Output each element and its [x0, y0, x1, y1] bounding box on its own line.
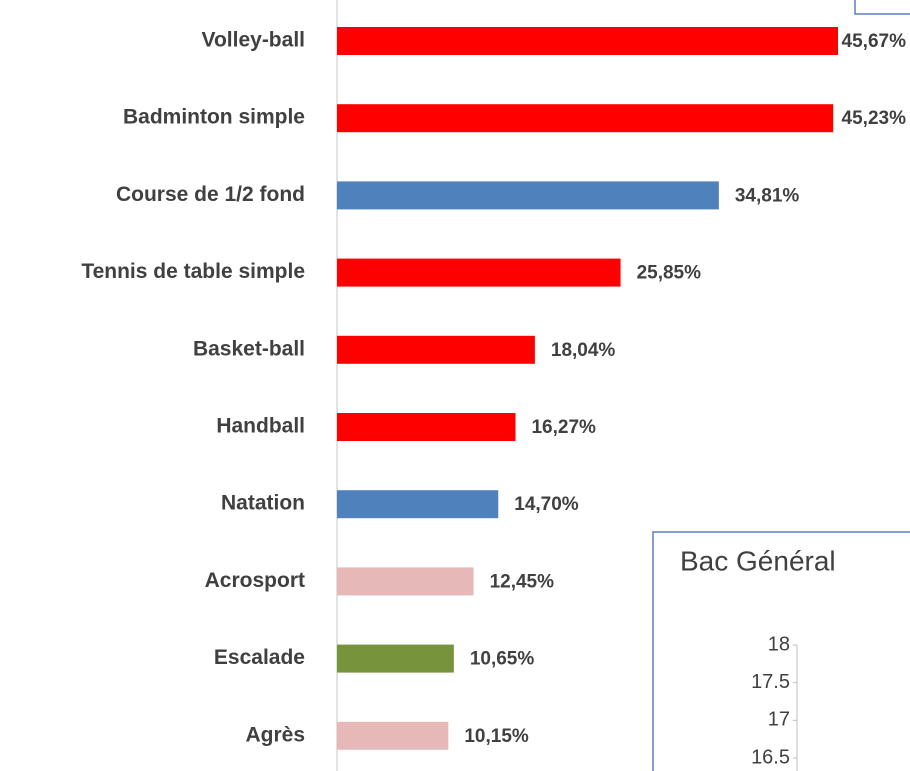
value-label: 45,23%	[842, 108, 907, 129]
bars: Volley-ball 45,67% Badminton simple 45,23% C…	[81, 27, 906, 750]
y-tick-label: 17	[768, 709, 790, 731]
y-tick-label: 17.5	[751, 671, 790, 693]
bar	[337, 258, 621, 287]
bar	[337, 644, 454, 673]
bar	[337, 27, 838, 55]
category-label: Tennis de table simple	[81, 260, 305, 283]
category-label: Acrosport	[205, 569, 305, 592]
bar	[337, 181, 719, 210]
bar	[337, 104, 834, 133]
value-label: 14,70%	[514, 494, 579, 515]
inset-frame	[652, 531, 910, 771]
value-label: 18,04%	[551, 340, 616, 361]
value-label: 45,67%	[842, 31, 907, 52]
value-label: 25,85%	[637, 263, 702, 284]
bar	[337, 721, 449, 750]
y-tick-label: 16.5	[751, 746, 790, 768]
y-tick-label: 18	[768, 633, 790, 655]
category-label: Agrès	[245, 723, 305, 746]
bar	[337, 490, 499, 519]
value-label: 10,15%	[464, 726, 529, 747]
value-label: 10,65%	[470, 649, 535, 670]
inset-title: Bac Général	[680, 545, 836, 576]
category-label: Handball	[216, 415, 305, 438]
value-label: 12,45%	[490, 571, 555, 592]
category-label: Badminton simple	[123, 106, 305, 129]
category-label: Natation	[221, 492, 305, 515]
value-label: 16,27%	[531, 417, 596, 438]
category-label: Volley-ball	[202, 29, 305, 52]
category-label: Escalade	[214, 646, 305, 669]
bar	[337, 335, 535, 364]
bar	[337, 413, 516, 441]
overlapping-panel	[854, 0, 910, 15]
value-label: 34,81%	[735, 185, 800, 206]
inset-chart: Bac Général 18 17.5 17 16.5	[652, 531, 910, 771]
category-label: Basket-ball	[193, 337, 305, 360]
category-label: Course de 1/2 fond	[116, 183, 305, 206]
bar	[337, 567, 474, 596]
